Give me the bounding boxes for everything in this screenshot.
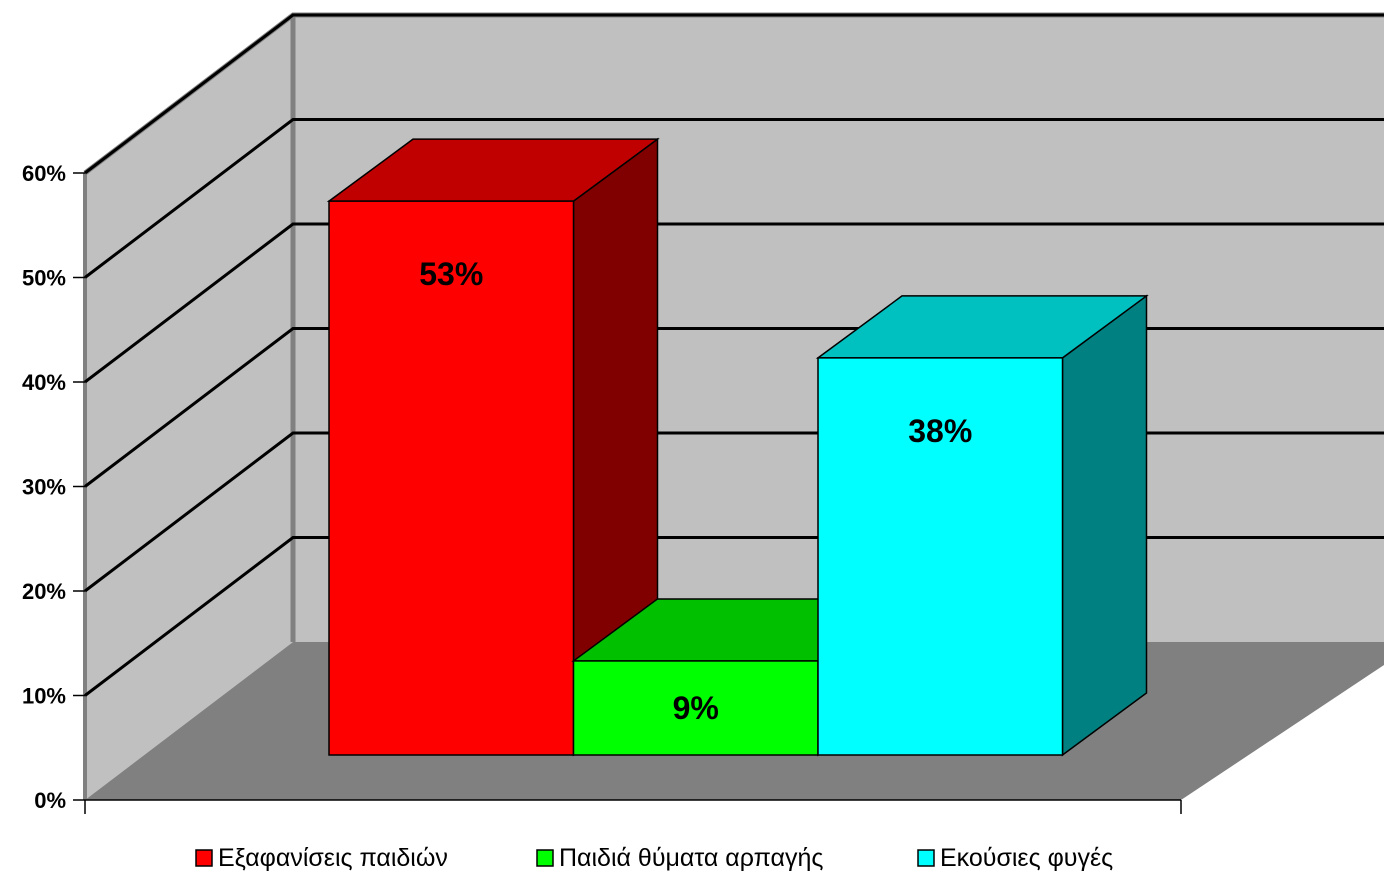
legend-label: Εκούσιες φυγές xyxy=(940,844,1113,872)
y-tick-label: 50% xyxy=(22,266,66,291)
bar-front-face xyxy=(817,357,1064,756)
y-axis: 0% 10% 20% 30% 40% 50% 60% xyxy=(22,161,1182,814)
data-label: 38% xyxy=(908,413,972,449)
data-label: 9% xyxy=(673,690,719,726)
bar-1 xyxy=(326,137,660,757)
gridline xyxy=(84,118,1384,279)
legend-item: Εξαφανίσεις παιδιών xyxy=(195,844,448,872)
y-tick-label: 40% xyxy=(22,370,66,395)
bar-front-face xyxy=(328,200,575,756)
legend-swatch xyxy=(917,849,935,867)
y-tick-label: 10% xyxy=(22,684,66,709)
bar-front-face xyxy=(572,660,819,756)
y-tick-label: 60% xyxy=(22,161,66,186)
data-label: 53% xyxy=(419,256,483,292)
legend: Εξαφανίσεις παιδιών Παιδιά θύματα αρπαγής… xyxy=(195,844,1113,872)
legend-label: Εξαφανίσεις παιδιών xyxy=(218,844,448,872)
data-labels: 53% 9% 38% xyxy=(419,256,972,726)
legend-item: Εκούσιες φυγές xyxy=(917,844,1113,872)
y-tick-label: 20% xyxy=(22,579,66,604)
bars xyxy=(326,137,1149,757)
y-tick-label: 30% xyxy=(22,475,66,500)
bar-side-face xyxy=(1061,294,1148,757)
legend-swatch xyxy=(195,849,213,867)
gridline xyxy=(84,13,1384,175)
legend-swatch xyxy=(536,849,554,867)
bar-3 xyxy=(815,294,1149,757)
y-tick-label: 0% xyxy=(34,788,66,813)
legend-item: Παιδιά θύματα αρπαγής xyxy=(536,844,823,872)
legend-label: Παιδιά θύματα αρπαγής xyxy=(559,844,823,872)
gridline xyxy=(84,222,1384,384)
